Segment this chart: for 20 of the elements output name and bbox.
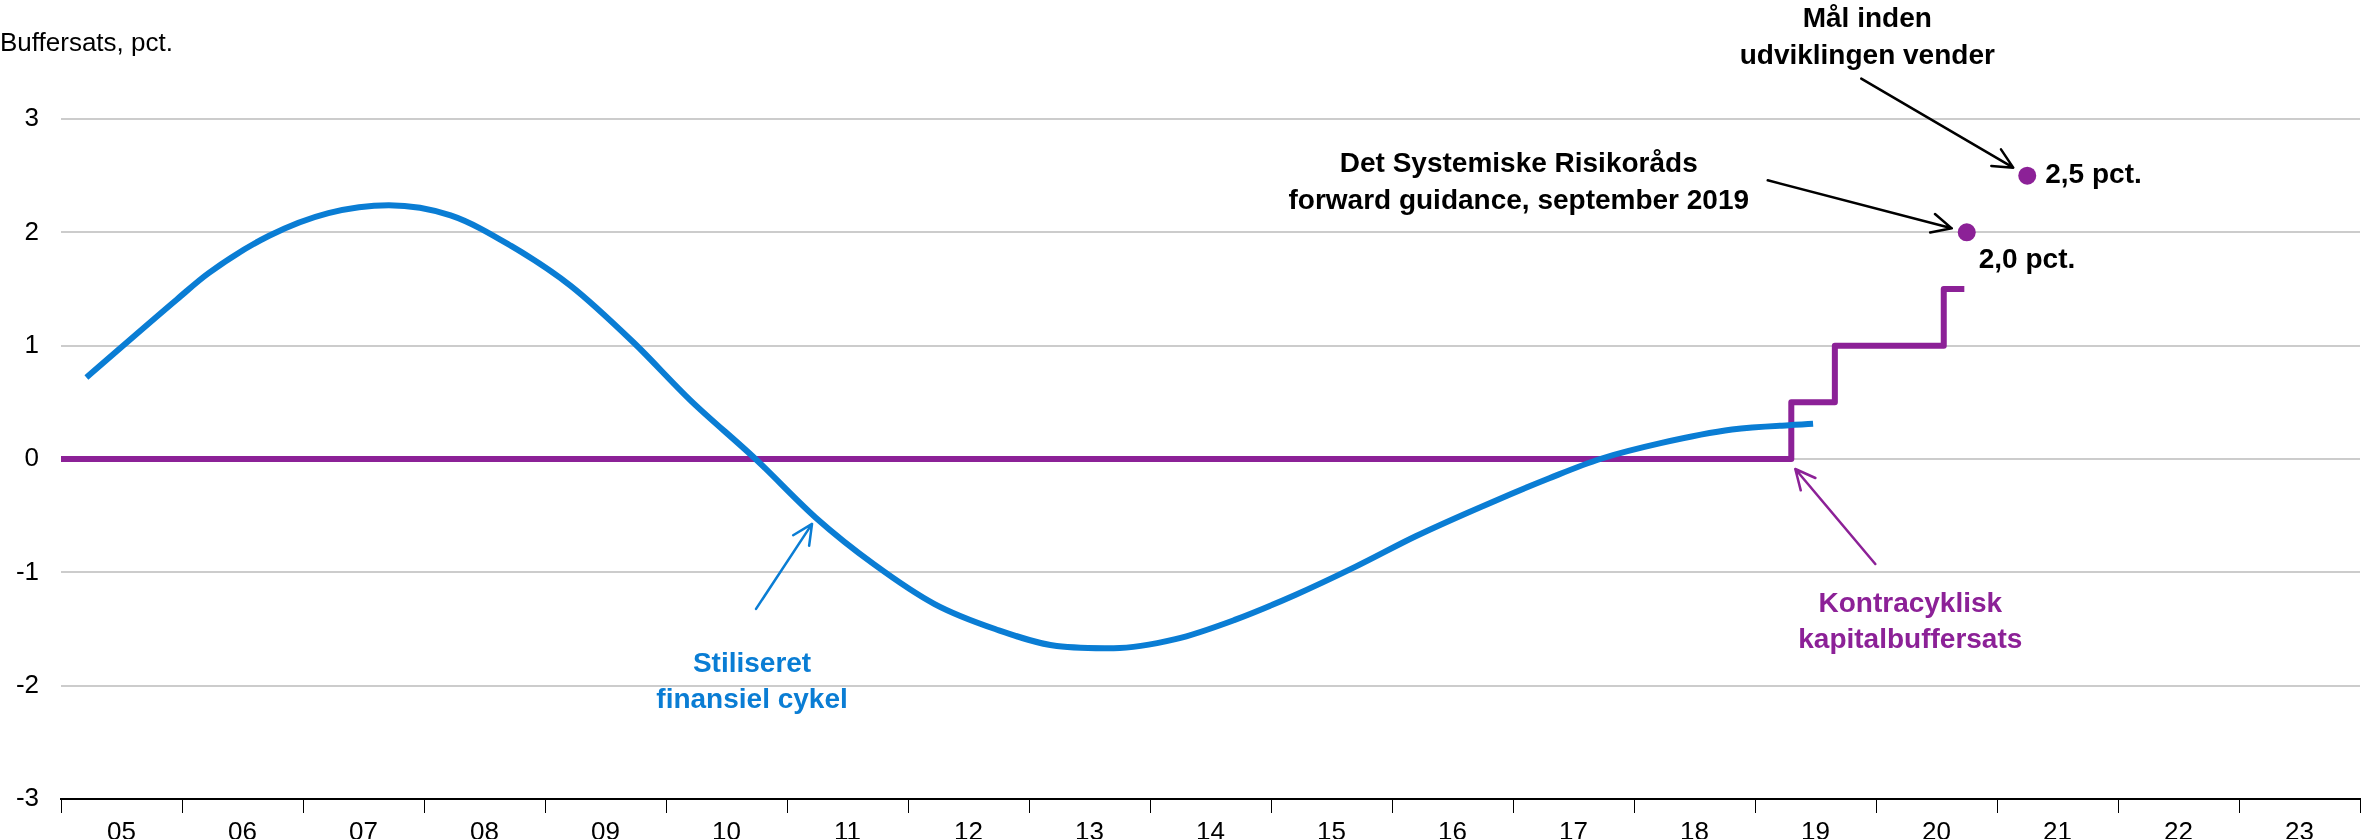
text: Mål inden udviklingen vender (1739, 2, 1995, 71)
data-label: 2,5 pct. (2045, 158, 2142, 190)
y-tick-label: -2 (15, 668, 39, 699)
y-tick-label: 2 (24, 215, 39, 246)
y-tick-label: 0 (24, 442, 39, 473)
x-tick-label: 17 (1559, 815, 1588, 839)
annotation: Det Systemiske Risikoråds forward guidance, september 2019 (1288, 147, 1750, 216)
data-label: 2,0 pct. (1978, 243, 2076, 275)
y-axis-title: Buffersats, pct. (0, 27, 173, 58)
x-tick-label: 12 (954, 815, 983, 839)
x-tick-label: 22 (2164, 815, 2193, 839)
x-tick-label: 14 (1196, 815, 1225, 839)
x-tick-label: 11 (834, 815, 861, 839)
y-tick-label: -3 (15, 782, 39, 813)
y-tick-label: 3 (24, 102, 39, 133)
y-tick-label: -1 (15, 555, 39, 586)
text: Kontracyklisk kapitalbuffersats (1798, 586, 2023, 654)
text: Stiliseret finansiel cykel (656, 646, 848, 714)
y-tick-label: 1 (24, 328, 39, 359)
x-tick-label: 21 (2043, 815, 2072, 839)
